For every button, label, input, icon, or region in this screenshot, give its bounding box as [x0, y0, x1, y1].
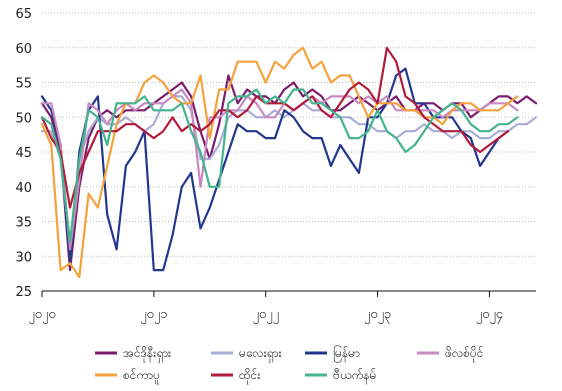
y-tick-label: 45	[15, 146, 32, 161]
series-line	[40, 67, 510, 272]
axes: 25 30 35 40 45 50 55 60 65 ၂၀၂၀ ၂၀၂၁ ၂၀၂၂ ၂၀၂၃ ၂၀၂၄	[15, 7, 536, 324]
y-tick-label: 55	[15, 77, 32, 92]
gridlines	[42, 12, 536, 257]
series-line	[40, 46, 519, 279]
y-tick-label: 30	[15, 250, 32, 265]
legend: အင်ဒိုနီးရှား မလေးရှား မြန်မာ ဖိလစ်ပိုင်စင်…	[95, 344, 483, 385]
y-tick-label: 50	[15, 111, 32, 126]
x-tick-label: ၂၀၂၂	[252, 307, 278, 324]
series-line	[40, 88, 519, 244]
legend-label: ဗီယက်နမ်	[333, 367, 376, 385]
legend-label: မလေးရှား	[239, 346, 282, 363]
legend-label: မြန်မာ	[333, 344, 360, 363]
legend-label: စင်ကာပူ	[123, 367, 160, 385]
x-tick-label: ၂၀၂၀	[28, 307, 55, 324]
y-tick-label: 65	[15, 7, 32, 22]
legend-label: ဖိလစ်ပိုင်	[445, 345, 483, 363]
x-tick-label: ၂၀၂၃	[364, 307, 391, 324]
y-tick-label: 35	[15, 216, 32, 231]
y-tick-label: 60	[15, 42, 32, 57]
series-lines	[40, 46, 538, 279]
legend-label: ထိုင်း	[239, 367, 260, 385]
y-tick-label: 25	[15, 285, 32, 300]
x-tick-label: ၂၀၂၁	[140, 307, 167, 324]
legend-label: အင်ဒိုနီးရှား	[123, 345, 171, 363]
y-tick-label: 40	[15, 181, 32, 196]
series-line	[40, 95, 538, 251]
x-tick-label: ၂၀၂၄	[476, 307, 504, 324]
